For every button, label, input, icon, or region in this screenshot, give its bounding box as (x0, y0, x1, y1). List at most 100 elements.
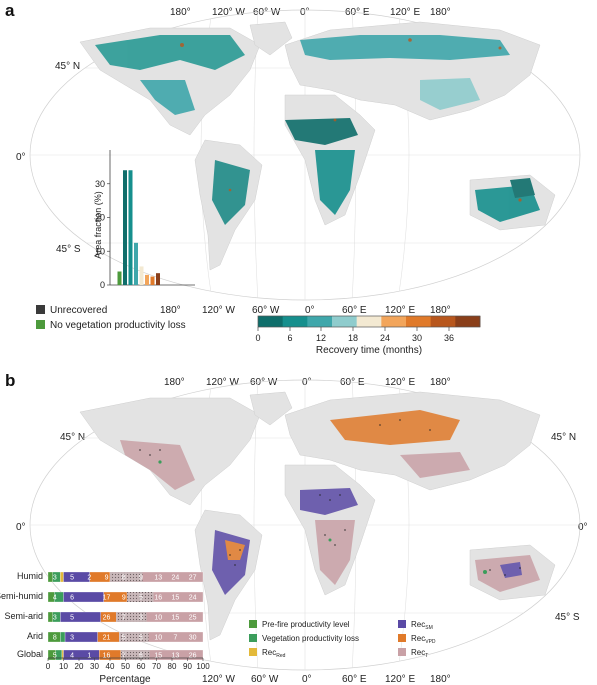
a-lat-45s: 45° S (56, 244, 81, 255)
hist-ytick-label: 20 (95, 213, 105, 223)
b-top-lon-4: 0° (302, 377, 312, 388)
hist-ytick-label: 10 (95, 246, 105, 256)
hist-ytick-label: 0 (100, 280, 105, 290)
a-top-lon-1: 180° (170, 7, 191, 18)
legend-recred-swatch (249, 648, 257, 656)
colorbar-segment (356, 316, 382, 327)
stack-segment-label: 3 (53, 575, 57, 582)
legend-prefire-swatch (249, 620, 257, 628)
stack-segment-label: 26 (103, 615, 111, 622)
a-bot-lon-6: 120° E (385, 305, 415, 316)
stack-row-label: Semi-humid (0, 591, 43, 601)
stack-segment-label: 9 (139, 575, 143, 582)
hist-bar (139, 266, 144, 285)
stack-segment (60, 631, 66, 643)
stack-xtick-label: 100 (196, 662, 210, 671)
stack-segment-label: 15 (172, 615, 180, 622)
stack-segment-label: 5 (122, 635, 126, 642)
a-top-lon-3: 60° W (253, 7, 281, 18)
stack-segment-hatch (116, 612, 147, 622)
stack-segment (60, 611, 101, 623)
stack-row-label: Humid (17, 571, 43, 581)
map-b (29, 379, 581, 671)
b-top-lon-6: 120° E (385, 377, 415, 388)
stack-row-label: Global (17, 649, 43, 659)
stack-segment-label: 10 (154, 615, 162, 622)
colorbar-segment (258, 316, 284, 327)
stack-xtick-label: 90 (183, 662, 192, 671)
colorbar-tick-label: 24 (380, 333, 390, 343)
b-lat-45n-right: 45° N (551, 432, 576, 443)
stack-segment-label: 17 (103, 595, 111, 602)
stack-xtick-label: 70 (152, 662, 161, 671)
stack-segment-label: 7 (122, 653, 126, 660)
hist-bar (150, 276, 155, 285)
stack-segment-label: 16 (103, 653, 111, 660)
stack-segment (63, 649, 100, 661)
stack-segment-label: 4 (53, 595, 57, 602)
stack-segment-label: 3 (139, 615, 143, 622)
stack-segment-hatch (110, 572, 143, 582)
legend-b: Pre-fire productivity level Vegetation p… (249, 620, 436, 659)
stack-segment (60, 571, 64, 583)
colorbar-segment (406, 316, 432, 327)
colorbar-segment (430, 316, 456, 327)
stack-segment-label: 24 (189, 595, 197, 602)
b-top-lon-1: 180° (164, 377, 185, 388)
stack-segment-label: 7 (173, 635, 177, 642)
b-lat-45s-right: 45° S (555, 612, 580, 623)
colorbar-segment (282, 316, 308, 327)
colorbar-segment (332, 316, 358, 327)
legend-recvpd-swatch (398, 634, 406, 642)
b-bot-lon-3: 0° (302, 674, 312, 685)
stack-segment-label: 7 (122, 615, 126, 622)
colorbar-label: Recovery time (months) (316, 345, 422, 356)
stack-xlabel: Percentage (99, 674, 151, 685)
legend-unrecovered-label: Unrecovered (50, 305, 107, 316)
legend-rect-swatch (398, 648, 406, 656)
stack-segment-label: 15 (172, 595, 180, 602)
stack-row-label: Arid (27, 631, 43, 641)
map-a (29, 9, 581, 301)
hist-ytick-label: 30 (95, 179, 105, 189)
legend-vegloss-swatch (249, 634, 257, 642)
b-bot-lon-5: 120° E (385, 674, 415, 685)
stack-segment-label: 6 (70, 595, 74, 602)
legend-recsm-label: RecSM (411, 620, 433, 631)
legend-unrecovered-swatch (36, 305, 45, 314)
hist-bar (117, 271, 122, 285)
stack-segment-label: 6 (139, 653, 143, 660)
hist-bar (145, 274, 149, 285)
a-bot-lon-7: 180° (430, 305, 451, 316)
a-bot-lon-5: 60° E (342, 305, 367, 316)
stack-segment-label: 10 (154, 635, 162, 642)
a-bot-lon-4: 0° (305, 305, 315, 316)
stack-segment-label: 1 (87, 653, 91, 660)
colorbar-segment (307, 316, 333, 327)
a-top-lon-6: 120° E (390, 7, 420, 18)
legend-a: Unrecovered No vegetation productivity l… (36, 305, 186, 331)
stack-segment-label: 2 (87, 575, 91, 582)
stack-xtick-label: 40 (106, 662, 115, 671)
a-top-lon-2: 120° W (212, 7, 245, 18)
b-bot-lon-6: 180° (430, 674, 451, 685)
stack-xtick-label: 80 (168, 662, 177, 671)
stack-segment-label: 9 (105, 575, 109, 582)
stack-segment-label: 13 (154, 575, 162, 582)
stack-segment-label: 3 (70, 635, 74, 642)
b-bot-lon-2: 60° W (251, 674, 279, 685)
b-top-lon-7: 180° (430, 377, 451, 388)
legend-prefire-label: Pre-fire productivity level (262, 620, 350, 629)
histogram-a: Area fraction (%) 0 10 20 30 (93, 150, 195, 290)
hist-ylabel: Area fraction (%) (93, 191, 103, 259)
legend-vegloss-label: Vegetation productivity loss (262, 634, 359, 643)
stack-segment-label: 15 (154, 653, 162, 660)
stack-segment-label: 5 (70, 575, 74, 582)
stack-row-label: Semi-arid (4, 611, 43, 621)
b-lat-0-right: 0° (578, 522, 588, 533)
a-lat-0: 0° (16, 152, 26, 163)
a-bot-lon-1: 180° (160, 305, 181, 316)
stack-segment-label: 25 (189, 615, 197, 622)
stack-segment-label: 21 (103, 635, 111, 642)
